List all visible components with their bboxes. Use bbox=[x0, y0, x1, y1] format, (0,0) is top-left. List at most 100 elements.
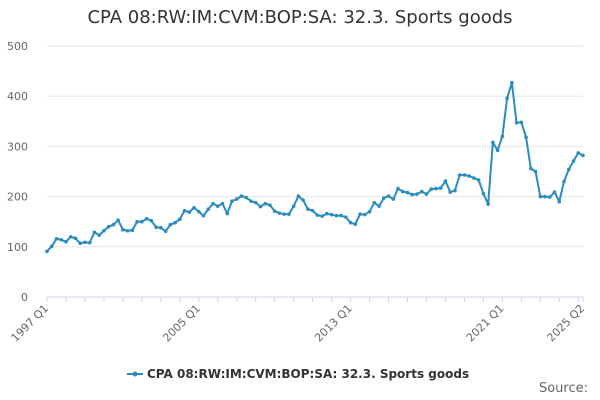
data-point[interactable] bbox=[372, 200, 377, 205]
data-point[interactable] bbox=[102, 228, 106, 233]
data-point[interactable] bbox=[320, 214, 324, 218]
data-point[interactable] bbox=[495, 148, 500, 153]
data-point[interactable] bbox=[234, 197, 239, 201]
data-point[interactable] bbox=[434, 186, 438, 191]
data-point[interactable] bbox=[291, 204, 296, 208]
data-point[interactable] bbox=[424, 192, 429, 196]
data-point[interactable] bbox=[149, 218, 154, 223]
data-point[interactable] bbox=[92, 230, 97, 235]
data-point[interactable] bbox=[519, 120, 524, 125]
data-point[interactable] bbox=[130, 228, 135, 233]
data-point[interactable] bbox=[206, 207, 211, 211]
data-point[interactable] bbox=[230, 199, 234, 203]
data-point[interactable] bbox=[405, 190, 410, 195]
data-point[interactable] bbox=[64, 239, 68, 244]
data-point[interactable] bbox=[377, 204, 381, 208]
data-point[interactable] bbox=[68, 234, 73, 239]
data-point[interactable] bbox=[178, 217, 182, 221]
data-point[interactable] bbox=[391, 197, 396, 201]
data-point[interactable] bbox=[448, 190, 452, 194]
data-point[interactable] bbox=[476, 178, 481, 182]
data-point[interactable] bbox=[491, 140, 495, 145]
data-point[interactable] bbox=[83, 240, 87, 245]
data-point[interactable] bbox=[154, 225, 158, 230]
data-point[interactable] bbox=[244, 195, 249, 200]
data-point[interactable] bbox=[159, 225, 163, 230]
data-point[interactable] bbox=[400, 189, 405, 194]
data-point[interactable] bbox=[510, 80, 514, 85]
data-point[interactable] bbox=[239, 194, 244, 198]
data-point[interactable] bbox=[415, 192, 419, 196]
data-point[interactable] bbox=[253, 200, 258, 205]
data-point[interactable] bbox=[301, 198, 305, 202]
data-point[interactable] bbox=[296, 194, 301, 198]
data-point[interactable] bbox=[173, 220, 177, 225]
data-point[interactable] bbox=[268, 203, 272, 207]
data-point[interactable] bbox=[325, 211, 329, 216]
data-point[interactable] bbox=[533, 169, 538, 174]
data-point[interactable] bbox=[196, 209, 201, 214]
data-point[interactable] bbox=[287, 212, 291, 216]
data-point[interactable] bbox=[339, 213, 343, 218]
data-point[interactable] bbox=[453, 188, 457, 193]
data-point[interactable] bbox=[344, 215, 348, 219]
data-point[interactable] bbox=[486, 202, 490, 206]
data-point[interactable] bbox=[125, 228, 130, 233]
data-point[interactable] bbox=[353, 222, 358, 227]
data-point[interactable] bbox=[348, 220, 353, 225]
data-point[interactable] bbox=[334, 213, 339, 218]
data-point[interactable] bbox=[386, 194, 391, 198]
data-point[interactable] bbox=[381, 196, 386, 200]
data-point[interactable] bbox=[78, 241, 82, 246]
data-point[interactable] bbox=[529, 166, 533, 171]
data-point[interactable] bbox=[524, 135, 528, 140]
data-point[interactable] bbox=[54, 236, 59, 241]
data-point[interactable] bbox=[443, 179, 448, 183]
data-point[interactable] bbox=[514, 121, 519, 125]
data-point[interactable] bbox=[106, 224, 111, 229]
data-point[interactable] bbox=[121, 227, 125, 232]
data-point[interactable] bbox=[73, 236, 78, 241]
data-point[interactable] bbox=[500, 134, 505, 139]
data-point[interactable] bbox=[562, 179, 566, 184]
data-point[interactable] bbox=[192, 205, 196, 210]
data-point[interactable] bbox=[258, 204, 263, 209]
data-point[interactable] bbox=[548, 195, 552, 199]
data-point[interactable] bbox=[429, 187, 434, 191]
data-point[interactable] bbox=[457, 173, 462, 177]
data-point[interactable] bbox=[144, 216, 149, 221]
data-point[interactable] bbox=[576, 151, 581, 155]
data-point[interactable] bbox=[220, 201, 225, 206]
data-point[interactable] bbox=[140, 219, 144, 224]
data-point[interactable] bbox=[367, 209, 372, 214]
data-point[interactable] bbox=[571, 159, 576, 163]
data-point[interactable] bbox=[282, 212, 286, 216]
data-point[interactable] bbox=[505, 96, 509, 101]
data-point[interactable] bbox=[135, 219, 139, 224]
data-point[interactable] bbox=[187, 210, 192, 214]
data-point[interactable] bbox=[396, 186, 400, 191]
data-point[interactable] bbox=[263, 201, 267, 206]
data-point[interactable] bbox=[557, 199, 562, 204]
data-point[interactable] bbox=[462, 173, 467, 177]
data-point[interactable] bbox=[97, 233, 101, 238]
data-point[interactable] bbox=[277, 211, 282, 215]
data-point[interactable] bbox=[481, 191, 486, 196]
data-point[interactable] bbox=[225, 211, 230, 216]
data-point[interactable] bbox=[215, 204, 220, 208]
data-point[interactable] bbox=[552, 190, 557, 194]
data-point[interactable] bbox=[315, 213, 320, 217]
data-point[interactable] bbox=[211, 201, 215, 206]
data-point[interactable] bbox=[306, 207, 310, 211]
data-point[interactable] bbox=[358, 212, 362, 216]
data-point[interactable] bbox=[467, 174, 471, 178]
data-point[interactable] bbox=[201, 213, 206, 218]
data-point[interactable] bbox=[310, 208, 315, 213]
data-point[interactable] bbox=[168, 222, 173, 227]
data-point[interactable] bbox=[111, 222, 116, 227]
data-point[interactable] bbox=[272, 209, 277, 213]
data-point[interactable] bbox=[566, 167, 571, 172]
data-point[interactable] bbox=[543, 194, 547, 199]
data-point[interactable] bbox=[45, 249, 49, 254]
series-layer[interactable] bbox=[45, 80, 585, 254]
